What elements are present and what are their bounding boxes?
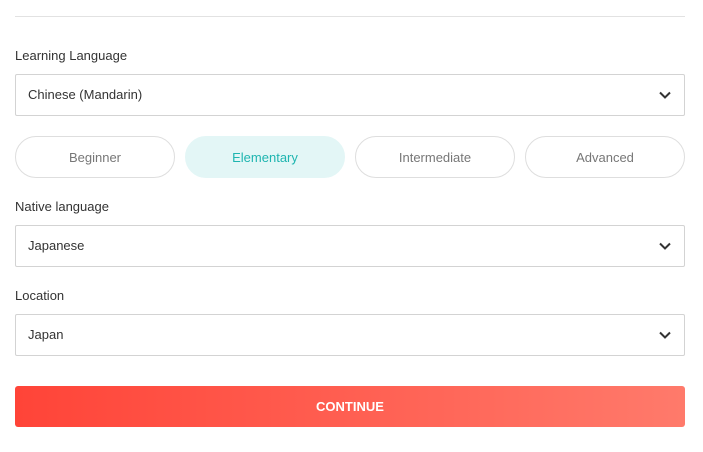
learning-language-select[interactable]: Chinese (Mandarin)	[15, 74, 685, 116]
continue-button[interactable]: CONTINUE	[15, 386, 685, 427]
native-language-select[interactable]: Japanese	[15, 225, 685, 267]
level-selector: Beginner Elementary Intermediate Advance…	[15, 136, 685, 178]
level-beginner[interactable]: Beginner	[15, 136, 175, 178]
level-intermediate[interactable]: Intermediate	[355, 136, 515, 178]
location-value: Japan	[28, 327, 64, 342]
level-elementary[interactable]: Elementary	[185, 136, 345, 178]
location-select[interactable]: Japan	[15, 314, 685, 356]
level-advanced[interactable]: Advanced	[525, 136, 685, 178]
location-label: Location	[15, 288, 65, 303]
chevron-down-icon	[659, 331, 671, 339]
chevron-down-icon	[659, 91, 671, 99]
learning-language-value: Chinese (Mandarin)	[28, 87, 143, 102]
top-divider	[15, 16, 685, 17]
chevron-down-icon	[659, 242, 671, 250]
native-language-value: Japanese	[28, 238, 85, 253]
native-language-label: Native language	[15, 199, 109, 214]
learning-language-label: Learning Language	[15, 48, 128, 63]
